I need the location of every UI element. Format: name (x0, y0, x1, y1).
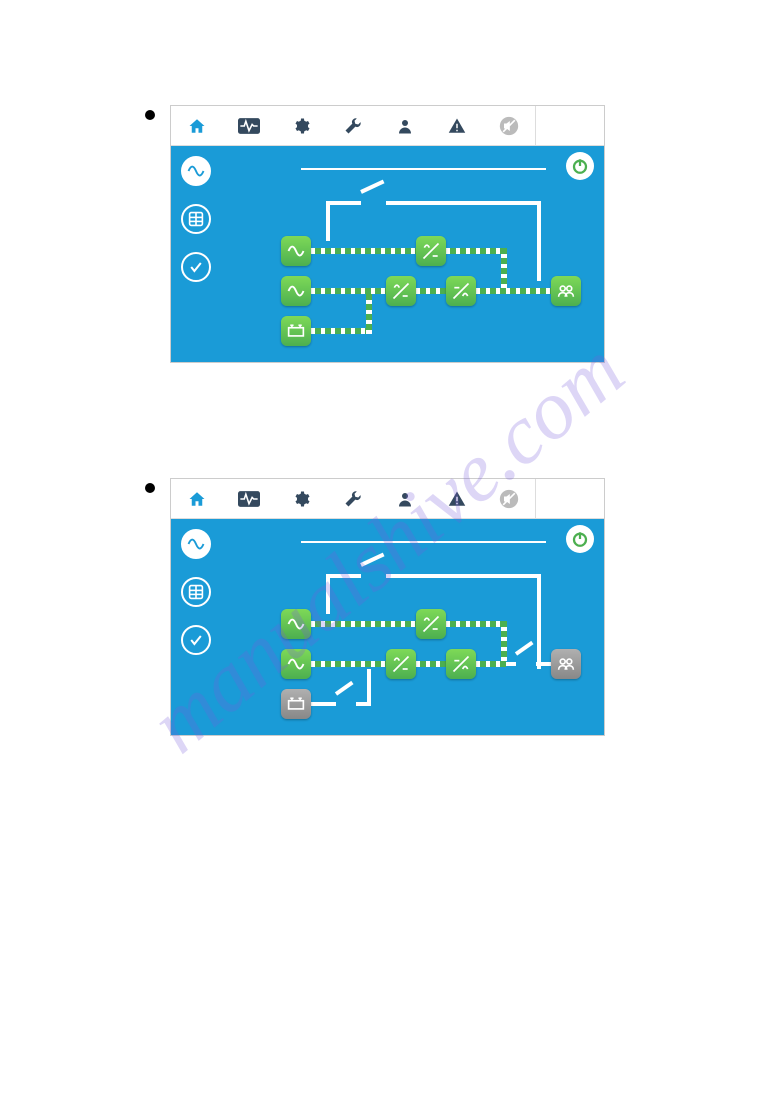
activity-icon[interactable] (223, 117, 275, 135)
warning-icon[interactable] (431, 117, 483, 135)
input-b-icon (281, 276, 311, 306)
load-icon (551, 649, 581, 679)
mimic-diagram (271, 549, 591, 729)
input-a-icon (281, 609, 311, 639)
user-icon[interactable] (379, 490, 431, 508)
toolbar (171, 106, 604, 146)
table-icon[interactable] (181, 204, 211, 234)
panel-1 (150, 478, 620, 736)
wave-icon[interactable] (181, 156, 211, 186)
user-icon[interactable] (379, 117, 431, 135)
wire (537, 201, 541, 281)
input-b-icon (281, 649, 311, 679)
bullet-icon (145, 110, 155, 120)
wire (326, 201, 330, 241)
battery-switch (335, 681, 354, 696)
warning-icon[interactable] (431, 490, 483, 508)
flow-a2 (446, 621, 506, 627)
gear-icon[interactable] (275, 117, 327, 135)
wire (386, 574, 541, 578)
activity-icon[interactable] (223, 490, 275, 508)
flow-b2 (416, 661, 446, 667)
wire (386, 201, 541, 205)
wire (326, 574, 330, 614)
flow-a (311, 621, 416, 627)
home-icon[interactable] (171, 117, 223, 135)
screen (171, 519, 604, 735)
mimic-diagram (271, 176, 591, 356)
wire (367, 669, 371, 706)
gear-icon[interactable] (275, 490, 327, 508)
screen (171, 146, 604, 362)
toolbar-spacer (535, 106, 604, 145)
table-icon[interactable] (181, 577, 211, 607)
check-icon[interactable] (181, 625, 211, 655)
inverter-icon (446, 649, 476, 679)
flow-out (506, 288, 551, 294)
topline (301, 168, 546, 170)
home-icon[interactable] (171, 490, 223, 508)
flow-a2 (446, 248, 506, 254)
topline (301, 541, 546, 543)
flow-bat (311, 328, 371, 334)
wire (326, 574, 361, 578)
wave-icon[interactable] (181, 529, 211, 559)
bypass-switch (360, 180, 384, 194)
bypass-switch (360, 553, 384, 567)
panel-0 (150, 105, 620, 363)
load-switch (515, 641, 534, 656)
flow-a3 (501, 621, 507, 661)
check-icon[interactable] (181, 252, 211, 282)
rectifier-b-icon (386, 276, 416, 306)
wrench-icon[interactable] (327, 117, 379, 135)
side-icons (181, 156, 211, 300)
toolbar-spacer (535, 479, 604, 518)
wire (506, 662, 516, 666)
flow-b2 (416, 288, 446, 294)
inverter-icon (446, 276, 476, 306)
bullet-icon (145, 483, 155, 493)
input-a-icon (281, 236, 311, 266)
flow-b (311, 661, 386, 667)
flow-a3 (501, 248, 507, 288)
rectifier-b-icon (386, 649, 416, 679)
ups-panel (170, 478, 605, 736)
mute-icon[interactable] (483, 489, 535, 509)
mute-icon[interactable] (483, 116, 535, 136)
battery-icon (281, 316, 311, 346)
wrench-icon[interactable] (327, 490, 379, 508)
wire (326, 201, 361, 205)
wire (537, 574, 541, 669)
flow-b3 (476, 288, 506, 294)
flow-a (311, 248, 416, 254)
ups-panel (170, 105, 605, 363)
rectifier-a-icon (416, 236, 446, 266)
flow-bat2 (366, 294, 372, 334)
load-icon (551, 276, 581, 306)
wire (536, 662, 551, 666)
side-icons (181, 529, 211, 673)
toolbar (171, 479, 604, 519)
flow-b3 (476, 661, 506, 667)
wire (311, 702, 336, 706)
flow-b (311, 288, 386, 294)
rectifier-a-icon (416, 609, 446, 639)
battery-icon (281, 689, 311, 719)
